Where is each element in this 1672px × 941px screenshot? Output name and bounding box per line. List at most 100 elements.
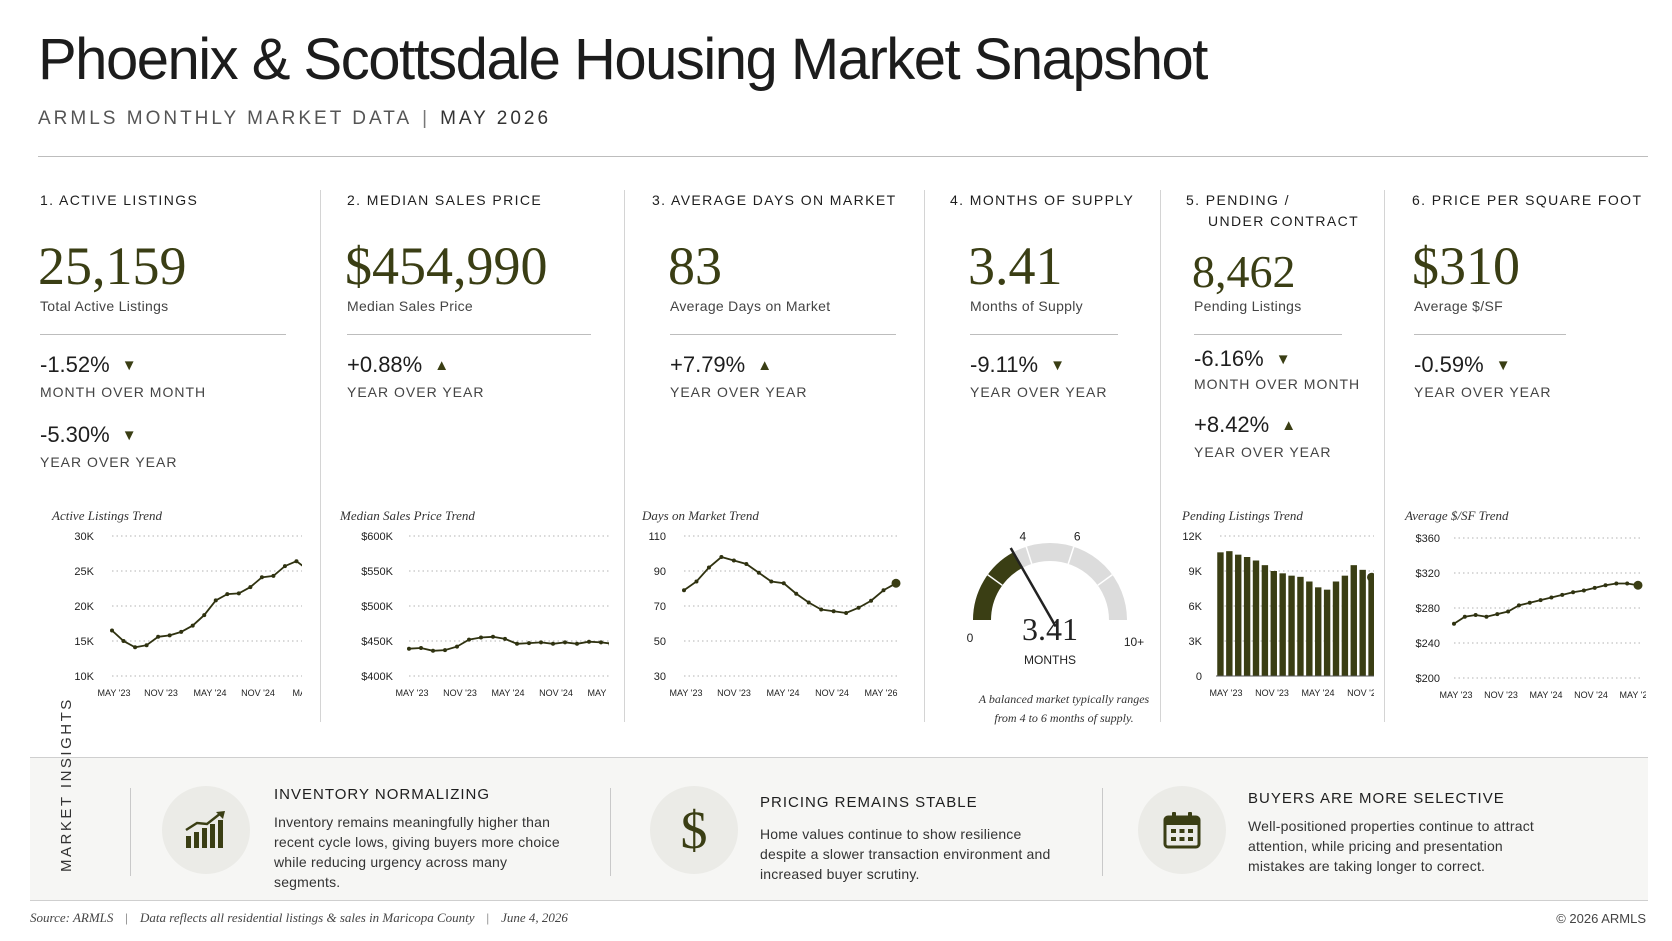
up-arrow-icon: ▲ [434,357,450,374]
data-point [179,629,184,634]
data-point [1452,621,1456,626]
months-supply-gauge: 0 4 6 10+ 3.41 MONTHS [967,529,1145,667]
insight-text: Well-positioned properties continue to a… [1248,818,1534,874]
y-tick-label: $360 [1416,533,1440,545]
insight-text: Home values continue to show resilience … [760,826,1051,882]
data-point [259,575,264,580]
last-point-marker [891,578,901,588]
x-tick-label: MAY '24 [1302,688,1335,698]
y-tick-label: 30 [654,671,666,683]
data-point [202,613,207,618]
bar [1359,569,1366,676]
data-point [1506,609,1511,614]
metric-value: 3.41 [968,236,1063,296]
data-point [467,637,471,642]
x-tick-label: NOV '23 [1484,690,1518,700]
days-on-market-chart: 110 90 70 50 30 MAY '23 NOV '23 MAY '24 NOV '24 M… [648,531,901,698]
data-point [236,591,241,596]
data-point [599,640,603,645]
data-point [1625,581,1630,586]
change-yoy: +8.42% ▲ [1194,412,1296,438]
bar [1235,554,1242,676]
y-tick-label: 90 [654,566,666,578]
data-point [419,646,423,650]
data-point [225,592,230,597]
gauge-tick-label: 10+ [1124,635,1144,649]
panel-divider [347,334,591,335]
report-date: MAY 2026 [440,108,552,129]
data-point [682,588,686,593]
bar [1288,575,1295,676]
trend-title: Active Listings Trend [52,508,163,523]
data-point [1527,600,1532,605]
gauge-center-unit: MONTHS [1024,653,1076,667]
y-tick-label: $280 [1416,603,1440,615]
data-point [1614,581,1619,586]
last-point-marker [1367,572,1374,582]
gauge-tick [1025,546,1033,565]
data-point [1581,588,1586,593]
insights-divider [1102,788,1103,876]
data-point [1462,614,1467,619]
x-tick-label: MAY '26 [865,688,898,698]
y-tick-label: $550K [361,566,393,578]
x-tick-label: NOV '23 [717,688,751,698]
data-point [503,636,507,641]
data-point [831,609,836,614]
heading-line: UNDER CONTRACT [1208,213,1360,229]
footer-source: Source: ARMLS [30,910,114,925]
change-label: MONTH OVER MONTH [1194,376,1361,392]
active-listings-chart: 30K 25K 20K 15K 10K MAY '23 NOV '23 MAY '24 NOV … [74,531,302,698]
last-point-marker [1633,580,1643,590]
x-tick-label: NOV '24 [1574,690,1608,700]
data-point [479,635,483,640]
panel-pending-listings: 5. PENDING / UNDER CONTRACT 8,462 Pending… [1182,172,1386,724]
data-point [167,633,172,638]
pending-listings-chart: 12K 9K 6K 3K 0 MAY '23 NOV '23 MAY '24 NOV '24 [1182,531,1374,698]
change-yoy: -0.59% ▼ [1414,352,1511,378]
panel-heading: 2. MEDIAN SALES PRICE [347,192,543,208]
insight-title: INVENTORY NORMALIZING [274,786,491,803]
bar [1297,576,1304,676]
y-tick-label: $320 [1416,568,1440,580]
x-tick-label: MAY '26 [1620,690,1646,700]
change-yoy: +0.88% ▲ [347,352,449,378]
y-tick-label: 15K [74,636,94,648]
dollar-icon: $ [650,786,738,874]
change-value: +8.42% [1194,412,1270,437]
metric-value: $310 [1412,236,1520,296]
bar [1315,587,1322,676]
data-point [407,646,411,651]
data-point [806,600,811,605]
trend-title: Days on Market Trend [642,508,759,523]
up-arrow-icon: ▲ [757,357,773,374]
change-mom: -1.52% ▼ [40,352,137,378]
data-point [1538,598,1543,603]
panel-separator [320,190,321,722]
change-value: +7.79% [670,352,746,377]
bar [1279,573,1286,676]
x-tick-label: MAY '24 [767,688,800,698]
change-value: -6.16% [1194,346,1264,371]
data-point [731,558,736,563]
bar [1332,581,1340,676]
panel-heading: 3. AVERAGE DAYS ON MARKET [652,192,897,208]
gauge-tick [987,574,1003,586]
y-tick-label: 3K [1189,636,1203,648]
data-point [190,623,195,628]
footer: Source: ARMLS | Data reflects all resident… [30,910,568,926]
heading-line: 5. PENDING / [1186,192,1290,208]
metric-sublabel: Average $/SF [1414,298,1503,314]
gauge-note-line: from 4 to 6 months of supply. [994,711,1134,725]
x-tick-label: NOV '23 [443,688,477,698]
panel-heading: 5. PENDING / UNDER CONTRACT [1186,190,1359,232]
data-point [819,607,824,612]
y-tick-label: 12K [1182,531,1202,543]
data-point [539,640,543,645]
data-point [282,564,287,569]
x-tick-label: NOV '24 [1347,688,1374,698]
data-point [144,643,149,648]
trend-title: Pending Listings Trend [1182,508,1303,523]
data-point [694,579,699,584]
gauge-center-value: 3.41 [1022,611,1078,647]
